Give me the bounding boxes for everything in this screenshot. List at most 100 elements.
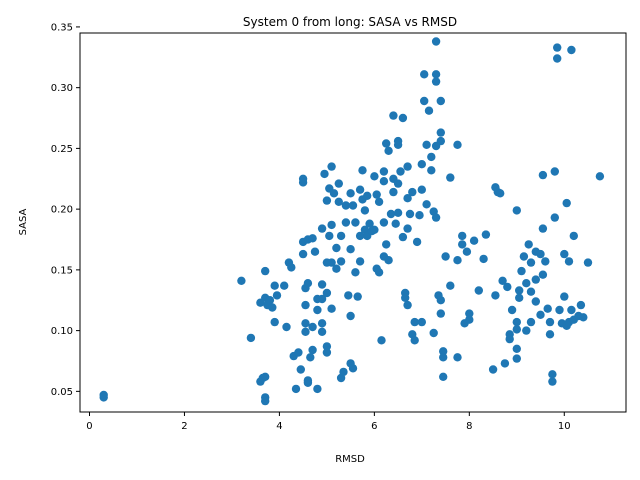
- data-point: [427, 166, 436, 175]
- data-point: [507, 305, 517, 315]
- data-point: [439, 347, 448, 356]
- data-point: [346, 245, 355, 254]
- data-point: [567, 305, 576, 315]
- data-point: [491, 291, 500, 300]
- data-point: [522, 326, 531, 335]
- data-point: [458, 240, 467, 249]
- data-point: [351, 268, 360, 277]
- data-point: [261, 266, 270, 276]
- data-point: [303, 279, 313, 288]
- data-point: [403, 162, 412, 171]
- data-point: [296, 365, 305, 374]
- data-point: [446, 281, 455, 290]
- data-point: [384, 256, 393, 265]
- data-point: [391, 219, 400, 228]
- chart-title: System 0 from long: SASA vs RMSD: [243, 15, 457, 29]
- data-point: [543, 304, 552, 313]
- data-point: [322, 342, 332, 351]
- data-point: [498, 276, 507, 285]
- data-point: [370, 172, 379, 181]
- data-point: [377, 336, 386, 345]
- data-point: [389, 111, 398, 120]
- data-point: [336, 231, 346, 241]
- data-point: [372, 190, 381, 199]
- data-point: [431, 77, 441, 86]
- data-point: [436, 309, 445, 318]
- data-point: [327, 304, 336, 313]
- data-point: [453, 256, 462, 265]
- data-point: [382, 139, 391, 148]
- data-point: [272, 291, 282, 300]
- data-point: [538, 224, 548, 233]
- data-point: [531, 275, 540, 284]
- data-point: [398, 232, 408, 242]
- data-point: [261, 372, 270, 381]
- data-point: [415, 211, 424, 220]
- data-point: [595, 172, 605, 181]
- data-point: [334, 179, 343, 188]
- data-point: [327, 258, 336, 267]
- y-tick-label: 0.15: [51, 265, 73, 276]
- data-point: [417, 160, 426, 169]
- data-point: [427, 152, 436, 162]
- data-point: [479, 254, 488, 264]
- data-point: [355, 185, 365, 194]
- x-tick-label: 4: [276, 421, 282, 432]
- data-point: [422, 140, 431, 149]
- data-point: [458, 231, 467, 241]
- y-tick-label: 0.30: [51, 83, 73, 94]
- data-point: [469, 236, 479, 245]
- x-tick-label: 6: [371, 421, 377, 432]
- data-point: [420, 96, 429, 106]
- data-point: [344, 291, 353, 300]
- data-point: [317, 319, 327, 328]
- data-point: [317, 327, 327, 336]
- data-point: [363, 191, 372, 200]
- data-point: [298, 249, 308, 259]
- data-point: [310, 247, 320, 256]
- y-tick-label: 0.05: [51, 387, 73, 398]
- data-point: [365, 219, 374, 228]
- data-point: [500, 359, 510, 368]
- data-point: [301, 319, 310, 328]
- data-point: [550, 213, 559, 222]
- data-point: [270, 281, 279, 290]
- data-point: [320, 169, 329, 179]
- data-point: [545, 317, 555, 327]
- data-point: [379, 218, 389, 227]
- data-point: [505, 334, 514, 344]
- y-axis-ticks: 0.05 0.10 0.15 0.20 0.25 0.30 0.35: [51, 22, 80, 398]
- data-point: [536, 249, 545, 259]
- data-point: [339, 367, 348, 377]
- data-point: [553, 43, 562, 52]
- y-tick-label: 0.10: [51, 326, 73, 337]
- data-point: [553, 54, 562, 63]
- x-axis-label: RMSD: [335, 454, 365, 465]
- data-point: [398, 113, 408, 123]
- data-point: [389, 187, 398, 197]
- data-point: [412, 237, 422, 247]
- data-point: [348, 364, 358, 373]
- data-point: [298, 178, 308, 187]
- data-point: [294, 348, 303, 357]
- data-point: [541, 257, 550, 266]
- data-point: [538, 170, 548, 180]
- data-point: [237, 276, 246, 285]
- data-point: [99, 393, 108, 402]
- data-point: [583, 258, 593, 267]
- data-point: [360, 206, 370, 215]
- data-point: [538, 270, 548, 279]
- data-point: [313, 305, 322, 315]
- data-point: [403, 194, 412, 203]
- data-point: [560, 249, 569, 259]
- data-point: [332, 243, 341, 253]
- data-point: [431, 70, 441, 79]
- data-point: [417, 317, 426, 327]
- y-axis-label: SASA: [18, 208, 29, 235]
- data-point: [317, 224, 327, 233]
- data-point: [317, 280, 327, 289]
- data-point: [436, 136, 445, 146]
- data-point: [384, 146, 393, 155]
- data-point: [393, 208, 403, 217]
